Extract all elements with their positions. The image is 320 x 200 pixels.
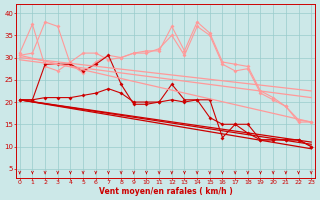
X-axis label: Vent moyen/en rafales ( km/h ): Vent moyen/en rafales ( km/h ): [99, 187, 232, 196]
